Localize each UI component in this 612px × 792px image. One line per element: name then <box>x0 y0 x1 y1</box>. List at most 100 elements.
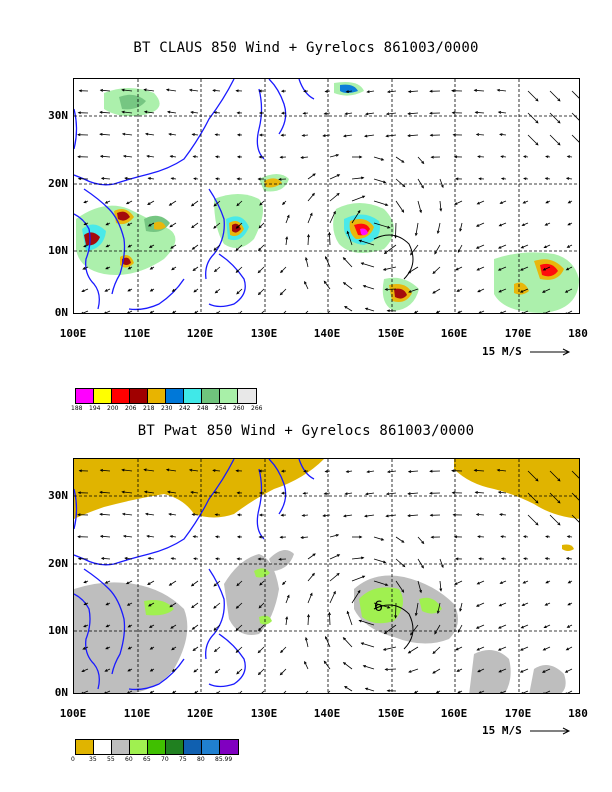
wind-vector <box>239 690 243 693</box>
wind-vector-head <box>258 513 263 517</box>
wind-vector <box>343 514 353 517</box>
wind-vector <box>365 308 375 312</box>
lon-label: 160E <box>440 327 468 340</box>
wind-vector-head <box>104 691 107 693</box>
legend-swatch <box>94 389 112 403</box>
legend-swatch <box>202 389 220 403</box>
wind-vector-head <box>212 469 216 472</box>
wind-vector-head <box>99 512 103 516</box>
wind-vector-head <box>259 582 263 586</box>
wind-vector-head <box>385 492 390 496</box>
wind-vector-head <box>385 112 390 116</box>
wind-vector <box>82 310 89 313</box>
wind-vector-head <box>429 491 433 495</box>
wind-vector-head <box>149 266 153 270</box>
wind-vector-head <box>99 534 104 538</box>
wind-vector-head <box>213 649 218 653</box>
wind-vector <box>329 174 340 180</box>
wind-vector-head <box>521 223 525 226</box>
wind-vector-head <box>580 143 581 145</box>
wind-vector <box>476 222 485 227</box>
wind-vector <box>351 575 365 582</box>
wind-vector-head <box>83 244 87 248</box>
wind-vector <box>307 553 316 560</box>
wind-vector <box>192 646 199 651</box>
lon-label: 120E <box>186 327 214 340</box>
wind-vector <box>351 210 361 224</box>
wind-vector <box>307 573 315 582</box>
wind-vector-head <box>499 691 502 693</box>
wind-vector-head <box>360 642 364 646</box>
wind-vector <box>329 211 336 224</box>
claus-color-legend <box>75 388 257 404</box>
wind-vector <box>544 310 551 313</box>
wind-vector-head <box>521 691 524 693</box>
wind-vector <box>395 222 397 238</box>
wind-vector-head <box>452 513 456 517</box>
wind-vector <box>329 154 339 158</box>
wind-vector <box>305 690 309 693</box>
wind-vector-head <box>169 224 173 228</box>
wind-vector-head <box>434 631 438 635</box>
wind-vector-head <box>81 691 84 693</box>
wind-vector-head <box>280 89 285 93</box>
wind-vector-head <box>455 557 459 561</box>
wind-vector-head <box>542 647 546 651</box>
wind-vector <box>347 611 353 626</box>
wind-vector <box>498 646 507 651</box>
wind-vector-head <box>279 292 283 296</box>
wind-vector <box>343 282 353 290</box>
wind-vector-head <box>357 209 361 214</box>
wind-vector <box>384 624 397 634</box>
wind-vector-head <box>544 602 548 606</box>
wind-vector-head <box>257 557 261 561</box>
wind-vector <box>283 690 287 693</box>
wind-vector-head <box>566 625 570 628</box>
wind-vector-head <box>474 491 478 494</box>
wind-vector-head <box>127 691 130 693</box>
wind-vector-head <box>190 110 194 114</box>
wind-vector <box>477 536 485 538</box>
wind-vector-head <box>280 491 285 495</box>
legend-tick-label: 206 <box>125 405 137 412</box>
wind-vector <box>439 558 444 568</box>
wind-vector-head <box>382 180 387 184</box>
wind-vector <box>344 686 353 692</box>
wind-vector-head <box>147 202 151 205</box>
wind-vector-head <box>451 111 455 115</box>
wind-vector-head <box>543 625 547 628</box>
wind-vector-head <box>564 670 568 673</box>
wind-vector <box>408 266 419 274</box>
wind-vector <box>236 200 243 206</box>
wind-vector-head <box>342 514 347 518</box>
wind-vector-head <box>99 132 103 136</box>
wind-vector-head <box>544 177 549 181</box>
wind-vector-head <box>522 200 526 204</box>
wind-vector <box>236 288 243 295</box>
wind-vector <box>191 491 199 494</box>
legend-tick-label: 254 <box>215 405 227 412</box>
wind-vector <box>498 266 507 271</box>
wind-vector-head <box>77 535 81 539</box>
wind-vector <box>170 155 177 158</box>
wind-vector-head <box>236 111 240 115</box>
lon-label: 150E <box>377 327 405 340</box>
legend-tick-label: 55 <box>107 756 115 763</box>
wind-vector-head <box>212 89 216 92</box>
wind-vector-head <box>149 646 153 650</box>
wind-vector-head <box>235 649 239 653</box>
wind-vector <box>527 492 539 504</box>
wind-vector-head <box>170 625 174 629</box>
wind-vector <box>544 244 551 248</box>
wind-vector-head <box>346 230 350 235</box>
wind-vector <box>520 288 529 293</box>
wind-vector-head <box>336 174 341 177</box>
wind-vector <box>543 646 551 651</box>
wind-vector-head <box>362 575 366 579</box>
wind-vector-head <box>408 290 412 293</box>
wind-vector <box>522 690 529 693</box>
wind-vector-head <box>82 266 86 270</box>
wind-vector-head <box>282 201 286 206</box>
wind-vector <box>527 470 539 482</box>
wind-vector-head <box>190 203 195 207</box>
